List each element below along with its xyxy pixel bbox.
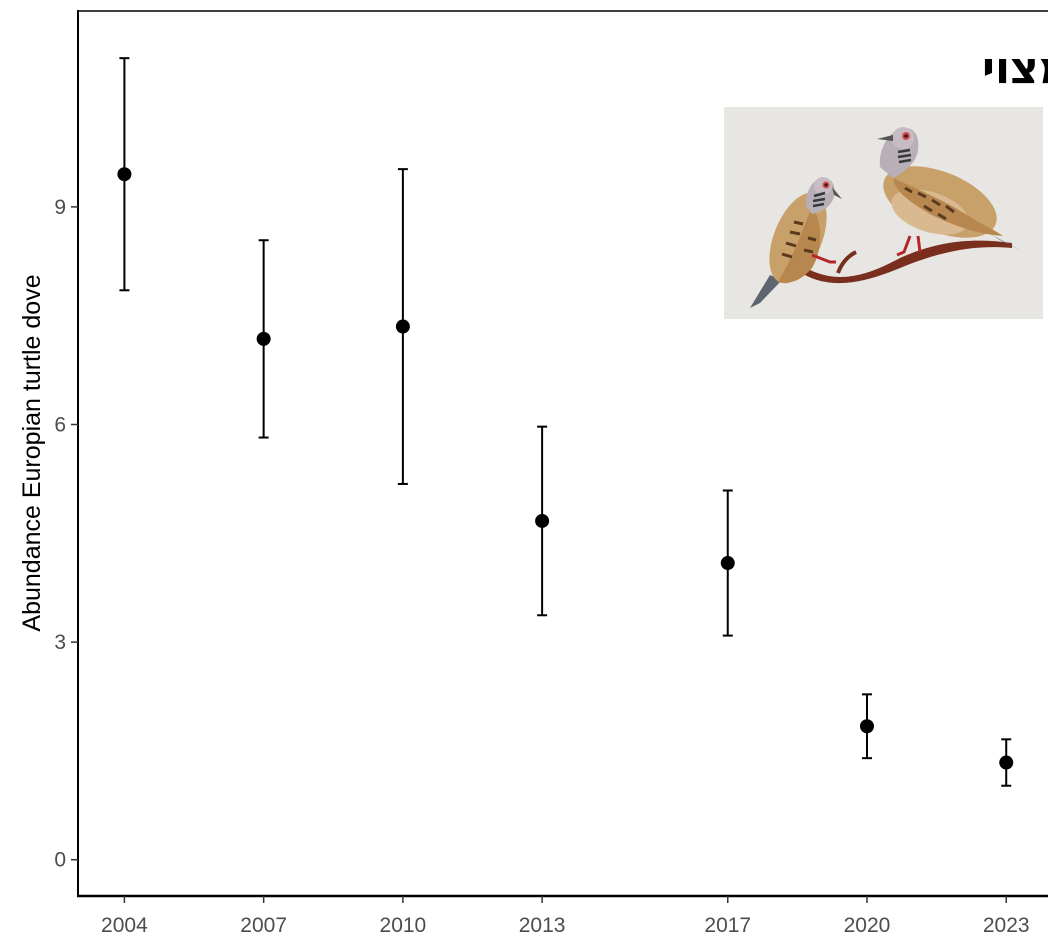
x-tick-label: 2010: [380, 914, 427, 937]
y-axis-ticks: 0 3 6 9: [54, 196, 78, 872]
data-point-marker: [395, 319, 410, 334]
inset-title: תור מצוי: [982, 43, 1048, 94]
x-tick-label: 2020: [844, 914, 891, 937]
y-tick-label: 6: [54, 413, 66, 436]
x-tick-label: 2004: [101, 914, 148, 937]
data-point-2004: [117, 57, 132, 292]
x-tick-label: 2023: [983, 914, 1030, 937]
data-point-2010: [395, 168, 410, 485]
data-point-marker: [535, 513, 550, 528]
data-point-marker: [256, 331, 271, 346]
data-point-2007: [256, 239, 271, 439]
inset: תור מצוי: [724, 43, 1048, 319]
data-point-2023: [999, 738, 1014, 787]
turtle-dove-illustration: [724, 107, 1043, 319]
x-tick-label: 2007: [240, 914, 287, 937]
data-point-marker: [720, 556, 735, 571]
data-points: [117, 57, 1014, 787]
data-point-marker: [999, 755, 1014, 770]
x-tick-label: 2017: [704, 914, 751, 937]
data-point-2020: [859, 693, 874, 760]
y-tick-label: 3: [54, 631, 66, 654]
data-point-marker: [117, 167, 132, 182]
data-point-2013: [535, 425, 550, 617]
data-point-marker: [859, 719, 874, 734]
x-axis-ticks: 2004 2007 2010 2013 2017 2020 2023: [101, 896, 1030, 937]
data-point-2017: [720, 489, 735, 637]
y-axis-title: Abundance Europian turtle dove: [18, 274, 46, 631]
y-tick-label: 9: [54, 196, 66, 219]
x-tick-label: 2013: [519, 914, 566, 937]
y-tick-label: 0: [54, 849, 66, 872]
